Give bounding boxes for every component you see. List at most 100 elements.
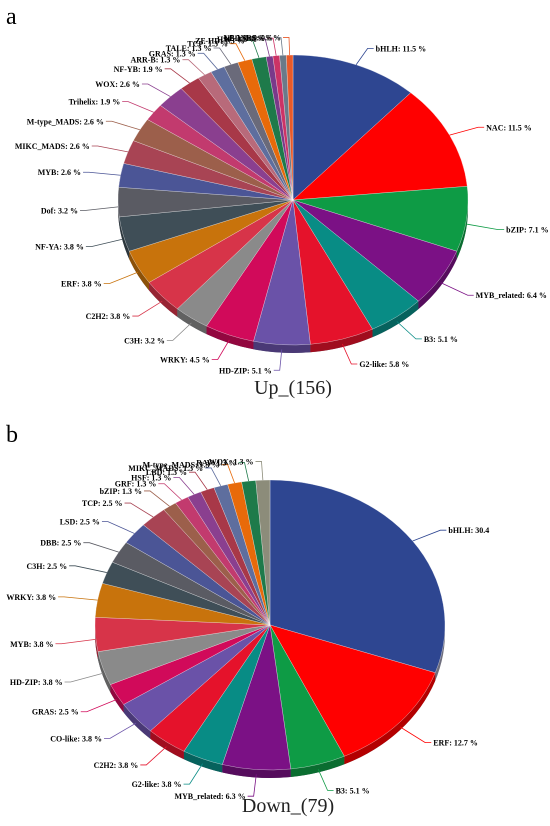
slice-wall-g2-like — [310, 329, 373, 353]
panel-a-up-pie: a bHLH: 11.5 % NAC: 11.5 % bZIP: 7.1 % MYB_… — [6, 4, 549, 399]
slice-label-trihelix: Trihelix: 1.9 % — [69, 98, 121, 107]
leader-line-m-type-mads — [105, 120, 140, 131]
panel-b-down-pie: b bHLH: 30.4 ERF: 12.7 % B3: 5.1 % MYB_rela… — [6, 422, 489, 817]
slice-wall-erf — [344, 672, 436, 765]
slice-label-b3: B3: 5.1 % — [424, 335, 458, 344]
slice-label-hd-zip: HD-ZIP: 3.8 % — [10, 678, 63, 687]
slice-label-myb-related: MYB_related: 6.4 % — [476, 291, 547, 300]
leader-line-nf-yc — [275, 37, 284, 56]
slice-nac — [292, 92, 468, 201]
slice-wall-hd-zip — [97, 651, 111, 693]
slice-label-lsd: LSD: 2.5 % — [60, 518, 100, 527]
slice-wall-wrky — [206, 326, 254, 350]
slice-wall-hd-zip — [253, 341, 311, 354]
slice-label-wrky: WRKY: 3.8 % — [6, 593, 56, 602]
slice-label-grf: GRF: 1.3 % — [115, 480, 157, 489]
slice-erf — [269, 624, 436, 757]
leader-line-mikc-mads — [205, 467, 222, 487]
slice-label-tcp: TCP: 1.3 % — [187, 40, 228, 49]
leader-line-myb-related — [247, 774, 257, 797]
leader-line-hd-zip — [64, 672, 104, 683]
chart-title-up: Up_(156) — [254, 377, 332, 399]
leader-line-arr-b — [182, 59, 205, 76]
slice-wall-g2-like — [183, 751, 223, 773]
leader-line-dbb — [83, 542, 119, 553]
slice-label-hsf: HSF: 1.3 % — [131, 473, 171, 482]
slice-label-gras: GRAS: 2.5 % — [32, 708, 79, 717]
panel-letter-a: a — [6, 4, 17, 30]
slice-label-tale: TALE: 1.3 % — [166, 44, 212, 53]
leader-line-srs — [283, 37, 291, 56]
pie-up: bHLH: 11.5 % NAC: 11.5 % bZIP: 7.1 % MYB_re… — [15, 33, 549, 375]
leader-line-lbd — [189, 471, 208, 490]
leader-line-lsd — [101, 521, 135, 534]
slice-label-arr-b: ARR-B: 1.3 % — [130, 56, 180, 65]
slice-wall-myb — [94, 617, 98, 660]
leader-line-wox — [141, 83, 171, 97]
leader-line-g2-like — [183, 763, 203, 785]
leader-line-bzip — [466, 223, 505, 230]
leader-line-nf-ya — [85, 238, 124, 247]
leader-line-c2h2 — [132, 300, 163, 317]
slice-label-myb-related: MYB_related: 6.3 % — [174, 792, 245, 801]
slice-wall-c2h2 — [149, 282, 178, 317]
panel-letter-b: b — [6, 422, 18, 448]
leader-line-trihelix — [122, 101, 154, 113]
leader-line-tcp — [124, 502, 154, 518]
slice-srs — [286, 54, 294, 201]
leader-line-dof — [80, 206, 119, 211]
slice-label-myb: MYB: 3.8 % — [10, 640, 53, 649]
slice-wall-co-like — [123, 704, 151, 739]
leader-line-bhlh — [355, 47, 374, 65]
slice-label-erf: ERF: 12.7 % — [433, 739, 478, 748]
leader-line-hsf — [259, 38, 270, 57]
chart-title-down: Down_(79) — [242, 795, 334, 817]
leader-line-gras — [80, 699, 117, 713]
leader-line-myb — [55, 638, 96, 645]
leader-line-c2h2 — [140, 746, 167, 766]
slice-label-zf-hd: ZF-HD: 1.3 % — [195, 37, 245, 46]
slice-label-c3h: C3H: 3.2 % — [124, 336, 165, 345]
slice-label-tcp: TCP: 2.5 % — [82, 499, 123, 508]
leader-line-hsf — [173, 477, 195, 495]
leader-line-c3h — [166, 322, 192, 341]
slice-label-bhlh: bHLH: 11.5 % — [376, 44, 426, 53]
slice-label-bzip: bZIP: 7.1 % — [506, 226, 548, 235]
leader-line-b3 — [317, 769, 334, 791]
leader-line-grf — [158, 483, 182, 501]
slice-wall-c2h2 — [150, 730, 184, 760]
leader-line-bzip — [144, 490, 170, 507]
slice-label-mikc-mads: MIKC_MADS: 2.6 % — [15, 142, 90, 151]
slice-label-lbd: LBD: 1.3 % — [146, 468, 187, 477]
leader-line-nac — [449, 126, 485, 136]
leader-line-erf — [103, 271, 139, 284]
leader-line-c3h — [69, 565, 107, 573]
slice-label-srs: SRS: 0.6 % — [242, 33, 281, 42]
slice-label-co-like: CO-like: 3.8 % — [50, 734, 102, 743]
slice-label-nac: NAC: 11.5 % — [486, 123, 532, 132]
leader-line-g2-like — [341, 343, 358, 365]
slice-wall-myb-related — [418, 251, 457, 310]
slice-bhlh — [269, 479, 446, 673]
leader-line-rav — [238, 462, 250, 482]
slice-label-bhlh: bHLH: 30.4 — [448, 526, 489, 535]
slice-label-wox: WOX: 1.3 % — [209, 457, 254, 466]
slice-label-gras: GRAS: 1.3 % — [149, 49, 196, 58]
slice-label-hsf: HSF: 0.6 % — [217, 35, 257, 44]
leader-line-hd-zip — [273, 349, 283, 371]
slice-label-c2h2: C2H2: 3.8 % — [94, 761, 139, 770]
slice-label-m-type-mads: M-type_MADS: 2.6 % — [27, 117, 104, 126]
slice-label-m-type-mads: M-type_MADS: 1.3 % — [143, 461, 220, 470]
slice-wall-b3 — [290, 756, 345, 777]
slice-wall-bzip — [456, 186, 469, 260]
slice-label-wrky: WRKY: 4.5 % — [160, 355, 210, 364]
slice-label-b3: B3: 5.1 % — [336, 786, 370, 795]
slice-label-myb: MYB: 2.6 % — [38, 168, 81, 177]
leader-line-zf-hd — [246, 40, 260, 58]
slice-label-mikc-mads: MIKC_MADS: 1.3 % — [128, 464, 203, 473]
leader-line-tale — [213, 47, 232, 65]
leader-line-mikc-mads — [91, 145, 129, 153]
slice-label-nf-ya: NF-YA: 3.8 % — [35, 243, 84, 252]
slice-label-dbb: DBB: 2.5 % — [40, 539, 81, 548]
